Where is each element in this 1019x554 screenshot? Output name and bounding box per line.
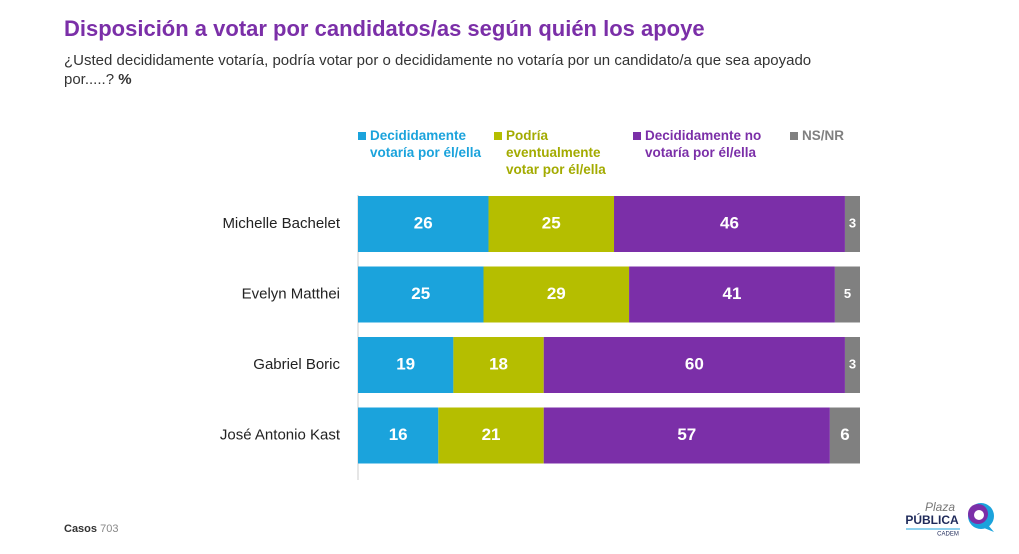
value-label: 6	[840, 425, 849, 444]
value-label: 25	[542, 213, 561, 232]
bar-segment	[483, 266, 630, 323]
value-label: 60	[685, 354, 704, 373]
bar-segment	[488, 196, 615, 252]
legend-swatch	[358, 132, 366, 140]
logo-top: Plaza	[925, 500, 955, 514]
bar-segment	[358, 266, 484, 323]
legend-item: NS/NR	[790, 127, 882, 144]
legend-item: Decididamente votaría por él/ella	[358, 127, 500, 161]
value-label: 57	[677, 425, 696, 444]
legend-label: Decididamente votaría por él/ella	[370, 128, 482, 160]
bar-segment	[438, 407, 544, 464]
bar-segment	[614, 196, 845, 252]
category-label: Gabriel Boric	[253, 356, 340, 373]
legend-label: NS/NR	[802, 128, 845, 143]
cases-label: Casos	[64, 523, 98, 535]
bar-segment	[844, 337, 860, 393]
bar-segment	[844, 196, 860, 252]
subtitle-unit: %	[118, 71, 132, 88]
legend-swatch	[494, 132, 502, 140]
bar-segment	[358, 337, 454, 393]
chart-subtitle: ¿Usted decididamente votaría, podría vot…	[64, 51, 864, 89]
value-label: 46	[720, 213, 739, 232]
legend-label: Podría eventualmente votar por él/ella	[506, 128, 606, 177]
chart-title: Disposición a votar por candidatos/as se…	[64, 16, 705, 41]
bar-segment	[453, 337, 544, 393]
value-label: 25	[411, 284, 430, 303]
legend-label: Decididamente no votaría por él/ella	[645, 128, 762, 160]
value-label: 21	[482, 425, 501, 444]
legend-swatch	[790, 132, 798, 140]
cases-value: 703	[100, 523, 119, 535]
footer: Casos 703	[64, 523, 118, 535]
bar-segment	[543, 337, 845, 393]
value-label: 19	[396, 354, 415, 373]
category-label: Michelle Bachelet	[222, 215, 340, 232]
value-label: 5	[844, 286, 851, 301]
bar-segment	[829, 407, 860, 464]
bar-segment	[358, 196, 489, 252]
value-label: 18	[489, 354, 508, 373]
category-label: José Antonio Kast	[220, 426, 341, 443]
logo-icon	[968, 503, 994, 532]
category-label: Evelyn Matthei	[242, 285, 340, 302]
value-label: 26	[414, 213, 433, 232]
value-label: 16	[389, 425, 408, 444]
bar-segment	[834, 266, 860, 323]
bar-segment	[629, 266, 835, 323]
value-label: 41	[723, 284, 742, 303]
legend-swatch	[633, 132, 641, 140]
logo-bottom: CADEM	[937, 532, 959, 538]
legend-item: Decididamente no votaría por él/ella	[633, 127, 795, 161]
subtitle-text: ¿Usted decididamente votaría, podría vot…	[64, 52, 812, 88]
value-label: 3	[849, 215, 856, 230]
logo-middle: PÚBLICA	[905, 512, 959, 527]
value-label: 3	[849, 356, 856, 371]
value-label: 29	[547, 284, 566, 303]
legend-item: Podría eventualmente votar por él/ella	[494, 127, 636, 178]
bar-segment	[543, 407, 830, 464]
bar-segment	[358, 407, 439, 464]
